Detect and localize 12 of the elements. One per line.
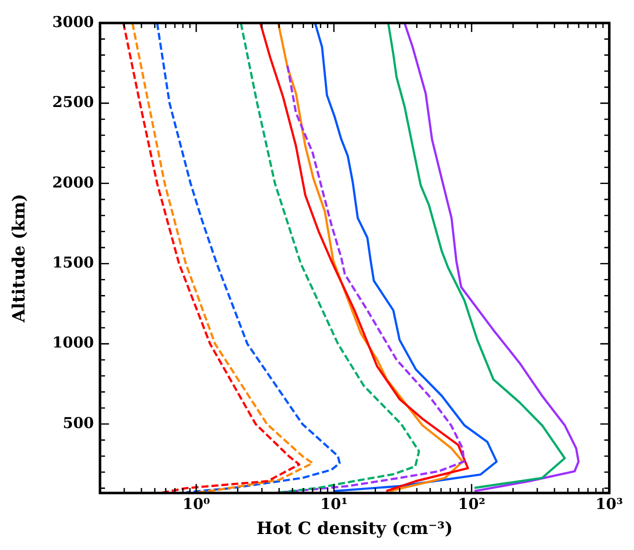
x-tick-label: 10¹ xyxy=(320,494,348,513)
y-tick-label: 2500 xyxy=(52,93,94,112)
y-tick-label: 1000 xyxy=(52,334,94,352)
y-tick-label: 3000 xyxy=(52,12,94,31)
x-tick-label: 10³ xyxy=(596,494,624,513)
x-tick-label: 10² xyxy=(458,494,486,513)
x-tick-label: 10⁰ xyxy=(182,494,210,513)
y-tick-label: 2000 xyxy=(52,173,94,192)
x-axis-title: Hot C density (cm⁻³) xyxy=(256,519,453,540)
y-tick-label: 1500 xyxy=(52,254,94,272)
y-axis-title: Altitude (km) xyxy=(10,194,30,324)
y-tick-label: 500 xyxy=(62,414,94,432)
